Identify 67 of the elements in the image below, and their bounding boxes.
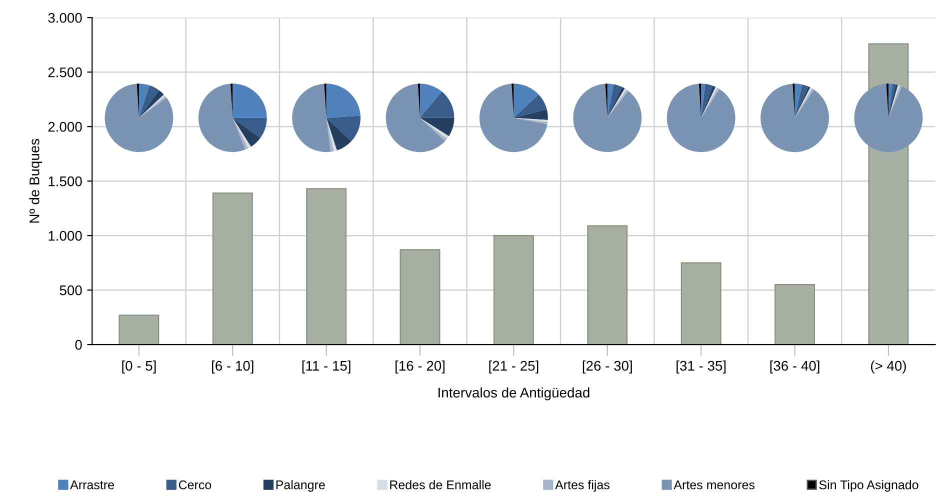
pie-slice — [573, 84, 642, 152]
legend-label: Cerco — [178, 480, 212, 490]
x-tick-label: [21 - 25] — [489, 360, 538, 374]
x-tick-label: [31 - 35] — [676, 360, 726, 374]
x-tick-label: [36 - 40] — [770, 360, 820, 374]
pie-slice — [514, 94, 547, 118]
pie-slice — [326, 84, 360, 118]
pie-slice — [292, 84, 331, 152]
pie-slice — [420, 84, 442, 118]
bar — [680, 262, 722, 345]
pie-slice — [854, 84, 923, 152]
pie-slice — [514, 118, 548, 124]
pie-slice — [701, 84, 713, 118]
pie-slice — [760, 84, 829, 152]
pie-slice — [138, 90, 164, 118]
bar — [774, 284, 815, 345]
legend-label: Redes de Enmalle — [390, 480, 491, 490]
pie-slice — [514, 109, 548, 120]
pie-slice — [607, 84, 622, 118]
pie-slice — [326, 118, 352, 150]
y-tick-label: 1.000 — [48, 230, 82, 241]
legend-label: Artes fijas — [555, 480, 610, 492]
pie-slice — [386, 84, 445, 152]
x-axis-title: Intervalos de Antigüedad — [438, 387, 590, 400]
y-axis-title: Nº de Buques — [29, 138, 42, 223]
legend-label: Sin Tipo Asignado — [819, 480, 918, 492]
pie-slice — [138, 85, 160, 118]
pie-slice — [232, 118, 260, 147]
bar — [493, 235, 534, 345]
pie-slice — [701, 84, 706, 118]
y-tick-label: 2.500 — [48, 67, 82, 78]
pie-slice — [666, 84, 736, 152]
pie-slice — [514, 84, 539, 118]
legend-label: Arrastre — [70, 480, 114, 490]
pie-slice — [514, 118, 548, 122]
pie-slice — [888, 84, 893, 118]
pie-slice — [420, 118, 454, 136]
pie-slice — [794, 84, 802, 118]
y-tick-label: 0 — [75, 340, 82, 350]
pie-slice — [232, 84, 267, 118]
bar — [118, 314, 160, 345]
pie-slice — [607, 84, 614, 118]
pie-slice — [480, 84, 548, 152]
pie-slice — [198, 84, 246, 152]
y-tick-label: 1.500 — [48, 176, 82, 186]
x-tick-label: [16 - 20] — [396, 360, 445, 374]
pie-slice — [232, 118, 267, 138]
pie-slice — [138, 84, 150, 118]
x-tick-label: [6 - 10] — [212, 360, 254, 374]
pie-slice — [104, 84, 174, 152]
x-tick-label: [26 - 30] — [582, 360, 632, 374]
x-tick-label: [11 - 15] — [302, 360, 350, 374]
bar — [400, 249, 440, 345]
bar — [306, 188, 347, 345]
y-tick-label: 2.000 — [48, 122, 82, 132]
x-tick-label: (> 40) — [870, 360, 906, 374]
pie-slice — [326, 116, 361, 142]
x-tick-label: [0 - 5] — [122, 360, 156, 374]
legend-label: Artes menores — [674, 480, 754, 490]
pie-slice — [420, 92, 454, 118]
y-tick-label: 3.000 — [48, 12, 82, 23]
bar — [212, 192, 253, 345]
y-tick-label: 500 — [60, 285, 82, 296]
legend-label: Palangre — [276, 480, 325, 492]
pie-slice — [326, 118, 334, 152]
bar — [587, 225, 628, 345]
pie-slice — [326, 118, 337, 152]
